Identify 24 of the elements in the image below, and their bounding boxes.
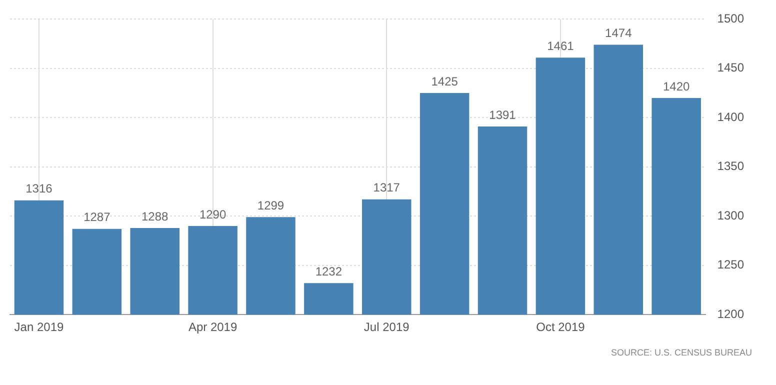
data-label: 1317 bbox=[373, 180, 400, 195]
y-tick-label: 1200 bbox=[717, 306, 744, 321]
data-label: 1232 bbox=[315, 264, 342, 278]
x-tick-label: Oct 2019 bbox=[536, 320, 586, 334]
data-label: 1316 bbox=[26, 182, 53, 196]
data-label: 1290 bbox=[199, 207, 226, 222]
data-label: 1420 bbox=[662, 79, 690, 94]
y-tick-label: 1450 bbox=[717, 60, 744, 75]
data-label: 1425 bbox=[431, 74, 458, 88]
data-label: 1391 bbox=[489, 108, 516, 122]
data-label: 1287 bbox=[84, 210, 111, 224]
data-label: 1288 bbox=[142, 209, 169, 224]
y-tick-label: 1300 bbox=[717, 208, 744, 222]
x-tick-label: Jul 2019 bbox=[364, 320, 410, 334]
y-tick-label: 1400 bbox=[717, 110, 744, 124]
x-tick-label: Apr 2019 bbox=[188, 320, 238, 334]
y-tick-label: 1500 bbox=[717, 12, 744, 26]
data-label: 1474 bbox=[605, 26, 632, 40]
source-note: SOURCE: U.S. CENSUS BUREAU bbox=[610, 347, 752, 358]
y-tick-label: 1350 bbox=[717, 159, 744, 174]
x-tick-label: Jan 2019 bbox=[14, 320, 64, 334]
data-label: 1299 bbox=[257, 198, 284, 212]
y-tick-label: 1250 bbox=[717, 258, 744, 272]
data-label: 1461 bbox=[547, 38, 574, 53]
